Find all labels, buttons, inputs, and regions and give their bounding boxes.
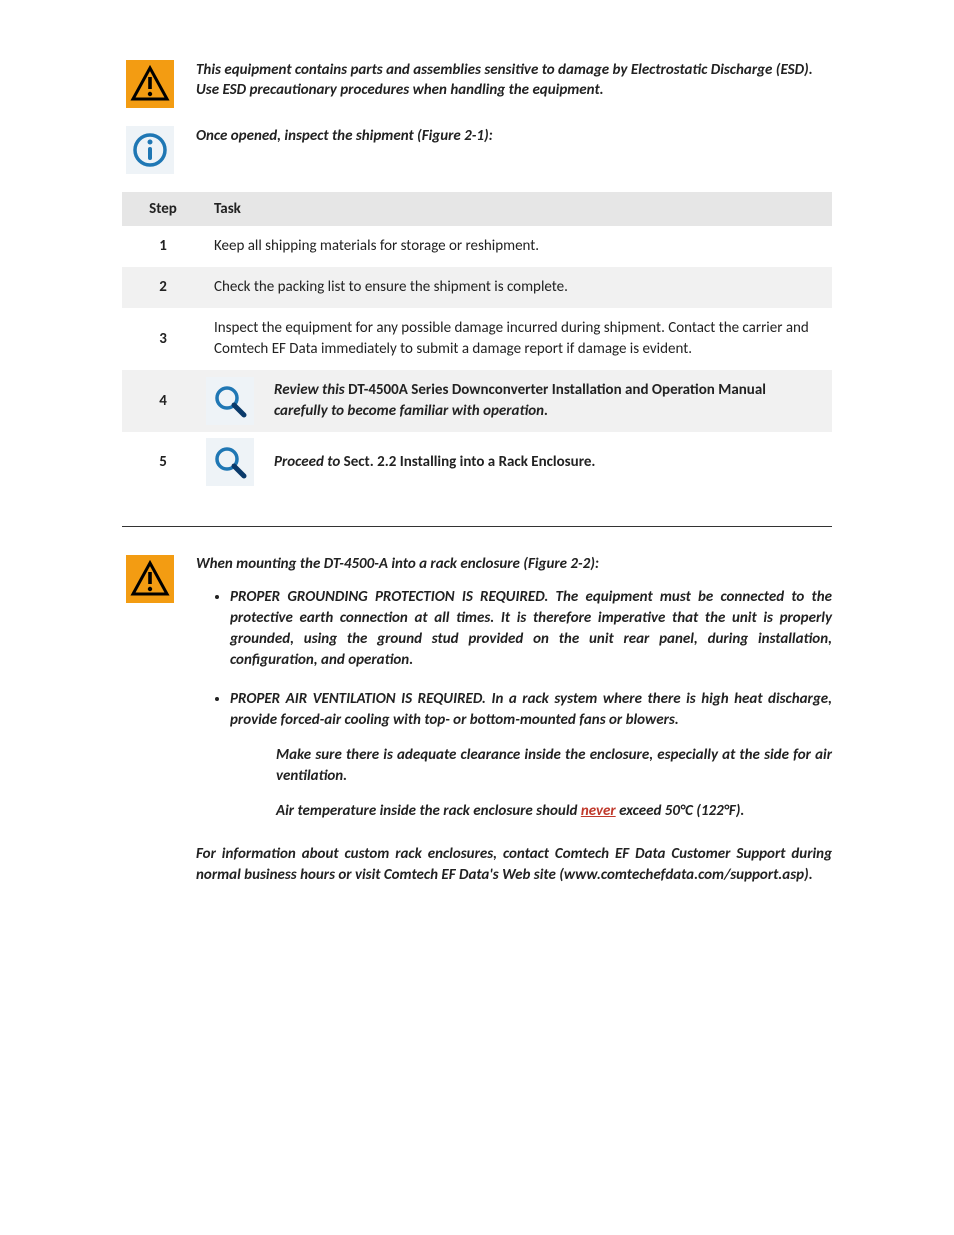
mounting-bullets: PROPER GROUNDING PROTECTION IS REQUIRED.…: [196, 587, 832, 822]
document-page: This equipment contains parts and assemb…: [62, 0, 892, 984]
esd-text: This equipment contains parts and assemb…: [178, 60, 832, 101]
sub-temperature: Air temperature inside the rack enclosur…: [276, 801, 832, 822]
temp-post: exceed 50°C (122°F).: [616, 802, 745, 820]
task-mid: DT-4500A Series Downconverter Installati…: [348, 381, 766, 399]
bullet-ventilation-text: PROPER AIR VENTILATION IS REQUIRED. In a…: [230, 690, 832, 729]
step-number: 5: [122, 432, 204, 492]
table-row: 5 Proceed to Sect. 2.2 Installing into a…: [122, 432, 832, 492]
mounting-body: When mounting the DT-4500-A into a rack …: [178, 555, 832, 886]
temp-pre: Air temperature inside the rack enclosur…: [276, 802, 581, 820]
task-post: carefully to become familiar with operat…: [274, 402, 548, 420]
task-header: Task: [204, 192, 832, 226]
table-row: 3 Inspect the equipment for any possible…: [122, 308, 832, 370]
warning-icon: [122, 555, 178, 603]
task-pre: Review this: [274, 381, 348, 399]
step-header: Step: [122, 192, 204, 226]
mounting-intro: When mounting the DT-4500-A into a rack …: [196, 555, 832, 573]
step-number: 2: [122, 267, 204, 308]
table-row: 2 Check the packing list to ensure the s…: [122, 267, 832, 308]
inspect-callout: Once opened, inspect the shipment (Figur…: [122, 126, 832, 174]
steps-table: Step Task 1 Keep all shipping materials …: [122, 192, 832, 492]
task-cell: Inspect the equipment for any possible d…: [204, 308, 832, 370]
inspect-text: Once opened, inspect the shipment (Figur…: [178, 126, 832, 146]
bullet-grounding: PROPER GROUNDING PROTECTION IS REQUIRED.…: [230, 587, 832, 671]
info-icon: [122, 126, 178, 174]
step-number: 1: [122, 226, 204, 267]
task-cell: Review this DT-4500A Series Downconverte…: [264, 370, 832, 432]
never-word: never: [581, 802, 616, 820]
task-mid: Sect. 2.2 Installing into a Rack Enclosu…: [344, 453, 596, 471]
table-row: 1 Keep all shipping materials for storag…: [122, 226, 832, 267]
sub-clearance: Make sure there is adequate clearance in…: [276, 745, 832, 787]
custom-rack-note: For information about custom rack enclos…: [196, 844, 832, 886]
bullet-ventilation: PROPER AIR VENTILATION IS REQUIRED. In a…: [230, 689, 832, 822]
table-row: 4 Review this DT-4500A Series Downconver…: [122, 370, 832, 432]
magnify-icon: [204, 370, 264, 432]
step-number: 4: [122, 370, 204, 432]
table-header-row: Step Task: [122, 192, 832, 226]
warning-icon: [122, 60, 178, 108]
esd-callout: This equipment contains parts and assemb…: [122, 60, 832, 108]
mounting-callout: When mounting the DT-4500-A into a rack …: [122, 555, 832, 886]
magnify-icon: [204, 432, 264, 492]
step-number: 3: [122, 308, 204, 370]
task-pre: Proceed to: [274, 453, 344, 471]
task-cell: Proceed to Sect. 2.2 Installing into a R…: [264, 432, 832, 492]
task-cell: Check the packing list to ensure the shi…: [204, 267, 832, 308]
task-cell: Keep all shipping materials for storage …: [204, 226, 832, 267]
section-divider: [122, 526, 832, 527]
